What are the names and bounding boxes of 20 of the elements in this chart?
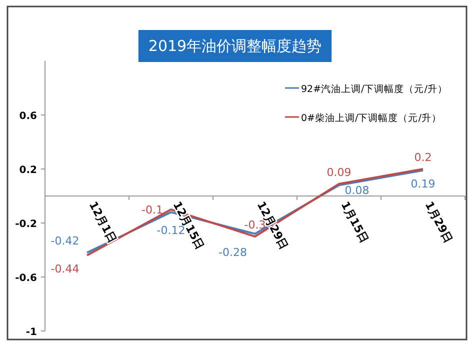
- chart-title: 2019年油价调整幅度趋势: [148, 37, 322, 55]
- data-label: -0.12: [156, 224, 186, 238]
- legend-label: 92#汽油上调/下调幅度（元/升）: [301, 83, 448, 95]
- x-tick-label: 1月29日: [422, 199, 455, 246]
- y-tick-label: -0.6: [15, 273, 38, 284]
- y-tick-label: -0.2: [15, 219, 38, 230]
- data-label: -0.1: [142, 204, 163, 216]
- data-label: -0.28: [218, 246, 247, 259]
- y-tick-label: -1: [26, 327, 38, 338]
- data-label: 0.08: [344, 184, 370, 197]
- data-label: -0.44: [50, 262, 80, 276]
- legend-label: 0#柴油上调/下调幅度（元/升）: [301, 112, 442, 124]
- y-tick-label: 0.6: [19, 111, 38, 122]
- data-label: -0.42: [50, 234, 80, 248]
- x-tick-label: 12月1日: [86, 199, 119, 246]
- data-label: 0.19: [410, 177, 436, 190]
- data-label: 0.2: [414, 151, 432, 164]
- x-tick-label: 1月15日: [338, 199, 371, 246]
- y-tick-label: 0.2: [19, 165, 38, 176]
- data-label: 0.09: [326, 166, 352, 179]
